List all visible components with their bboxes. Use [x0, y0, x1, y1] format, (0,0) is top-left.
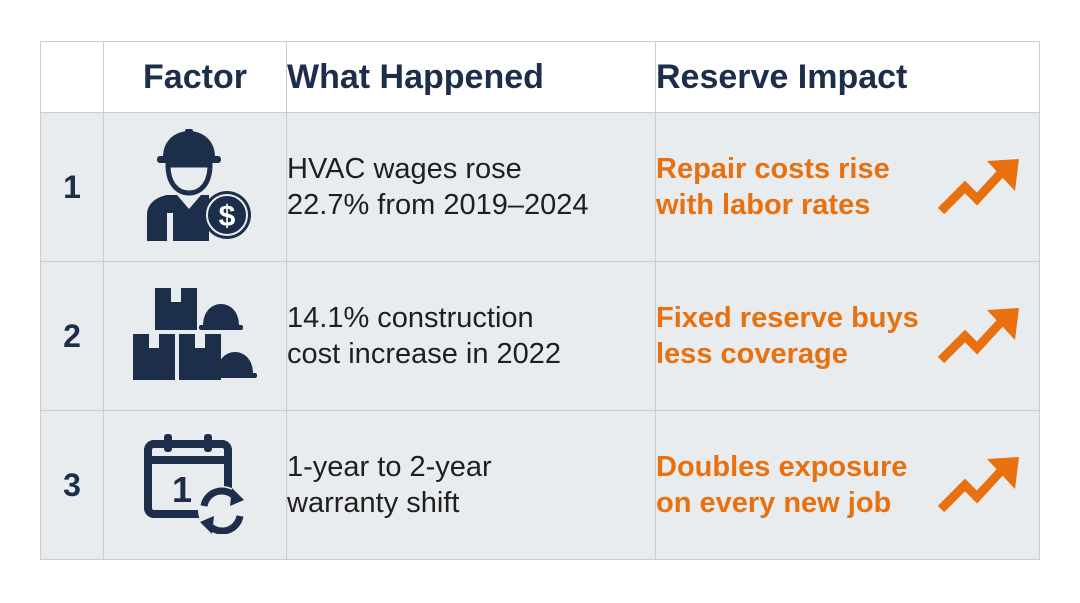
header-row: Factor What Happened Reserve Impact	[40, 41, 1040, 113]
header-factor: Factor	[103, 41, 287, 113]
impact-line: on every new job	[656, 487, 892, 519]
trend-up-arrow-icon	[937, 308, 1019, 364]
svg-text:$: $	[219, 200, 236, 233]
what-line: cost increase in 2022	[287, 338, 562, 370]
row-number: 2	[40, 261, 104, 411]
impact-line: less coverage	[656, 338, 848, 370]
calendar-digit: 1	[172, 469, 192, 510]
what-line: HVAC wages rose	[287, 153, 522, 185]
table-row: 3 1 1-year to 2-year warranty shift	[40, 410, 1040, 560]
impact-line: Repair costs rise	[656, 153, 890, 185]
impact-line: Doubles exposure	[656, 451, 908, 483]
table-row: 2	[40, 261, 1040, 411]
trend-up-arrow-icon	[937, 159, 1019, 215]
table-row: 1 $ HVAC wages rose	[40, 112, 1040, 262]
what-line: 1-year to 2-year	[287, 451, 492, 483]
calendar-renew-icon: 1	[144, 433, 246, 534]
impact-line: with labor rates	[656, 189, 871, 221]
row-number: 3	[40, 410, 104, 560]
factors-table: Factor What Happened Reserve Impact 1	[40, 41, 1040, 560]
row-number: 1	[40, 112, 104, 262]
impact-line: Fixed reserve buys	[656, 302, 919, 334]
what-line: warranty shift	[287, 487, 460, 519]
header-reserve-impact: Reserve Impact	[655, 41, 1040, 113]
worker-dollar-icon: $	[147, 128, 251, 241]
materials-hardhat-icon	[133, 287, 257, 380]
header-what-happened: What Happened	[286, 41, 656, 113]
trend-up-arrow-icon	[937, 457, 1019, 513]
what-line: 22.7% from 2019–2024	[287, 189, 589, 221]
header-num	[40, 41, 104, 113]
what-line: 14.1% construction	[287, 302, 534, 334]
